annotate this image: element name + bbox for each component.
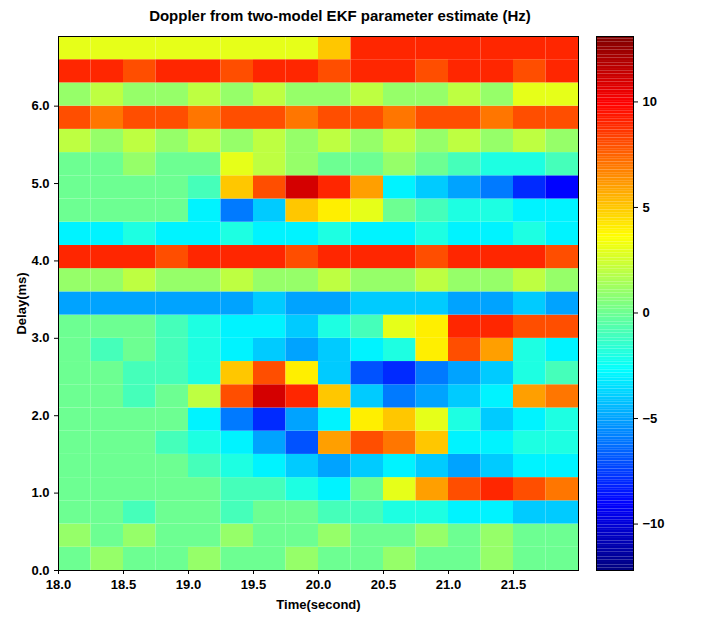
svg-text:4.0: 4.0 bbox=[31, 253, 49, 268]
svg-text:19.5: 19.5 bbox=[241, 577, 266, 592]
svg-text:0: 0 bbox=[643, 305, 650, 320]
svg-text:Time(second): Time(second) bbox=[276, 597, 360, 612]
svg-text:19.0: 19.0 bbox=[176, 577, 201, 592]
html-text:Doppler from two-model EKF par: Doppler from two-model EKF parameter est… bbox=[149, 7, 531, 24]
svg-text:21.0: 21.0 bbox=[436, 577, 461, 592]
svg-text:5: 5 bbox=[643, 200, 650, 215]
svg-text:3.0: 3.0 bbox=[31, 330, 49, 345]
svg-text:18.0: 18.0 bbox=[46, 577, 71, 592]
svg-text:6.0: 6.0 bbox=[31, 98, 49, 113]
svg-text:0.0: 0.0 bbox=[31, 563, 49, 578]
svg-text:10: 10 bbox=[643, 94, 657, 109]
svg-text:18.5: 18.5 bbox=[111, 577, 136, 592]
svg-text:Delay(ms): Delay(ms) bbox=[14, 272, 29, 334]
svg-text:2.0: 2.0 bbox=[31, 408, 49, 423]
svg-text:20.0: 20.0 bbox=[306, 577, 331, 592]
svg-text:20.5: 20.5 bbox=[371, 577, 396, 592]
svg-text:5.0: 5.0 bbox=[31, 176, 49, 191]
svg-text:−10: −10 bbox=[643, 516, 665, 531]
svg-text:1.0: 1.0 bbox=[31, 485, 49, 500]
svg-text:21.5: 21.5 bbox=[501, 577, 526, 592]
svg-text:−5: −5 bbox=[643, 411, 658, 426]
